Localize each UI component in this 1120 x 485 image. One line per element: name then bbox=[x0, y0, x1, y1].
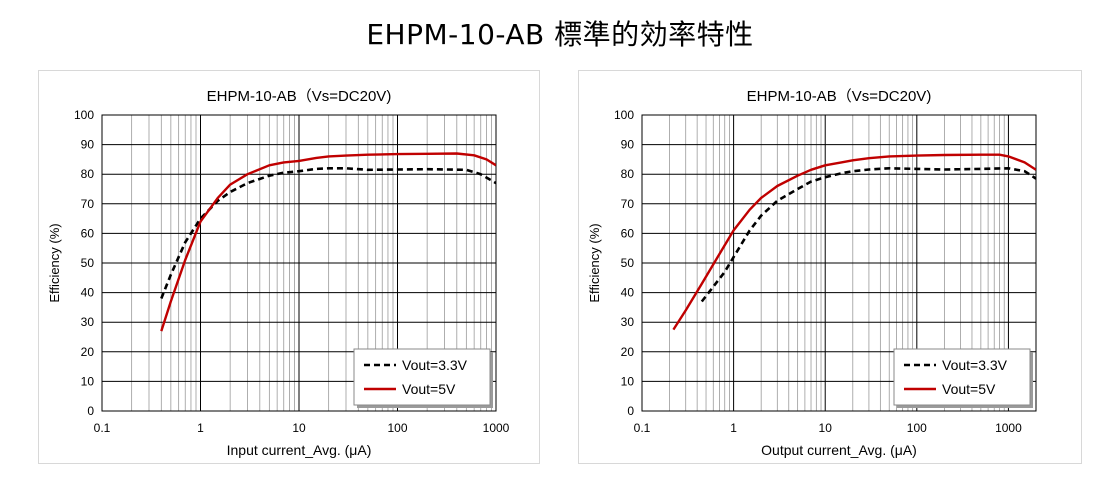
x-axis-label: Output current_Avg. (μA) bbox=[761, 442, 917, 458]
y-tick-label: 100 bbox=[614, 108, 634, 122]
efficiency-chart-output-current: 0 10 20 30 40 50 60 70 80 90 100 0.1 1 10 100 1000 EHPM-… bbox=[587, 88, 1037, 458]
y-tick-label: 40 bbox=[81, 286, 95, 300]
y-tick-label: 60 bbox=[621, 226, 635, 240]
y-tick-label: 10 bbox=[81, 374, 95, 388]
y-tick-label: 80 bbox=[621, 167, 635, 181]
y-tick-label: 80 bbox=[81, 167, 95, 181]
y-tick-label: 50 bbox=[81, 256, 95, 270]
y-tick-label: 30 bbox=[81, 315, 95, 329]
legend-label: Vout=5V bbox=[942, 381, 996, 397]
y-tick-label: 0 bbox=[87, 404, 94, 418]
x-tick-label: 100 bbox=[907, 421, 927, 435]
legend-box bbox=[353, 348, 491, 406]
plot-border bbox=[101, 114, 497, 412]
series-line-vout-3-3v bbox=[160, 167, 496, 299]
legend-label: Vout=3.3V bbox=[942, 357, 1008, 373]
chart-title: EHPM-10-AB（Vs=DC20V) bbox=[207, 88, 392, 105]
x-tick-label: 100 bbox=[387, 421, 407, 435]
x-axis-label: Input current_Avg. (μA) bbox=[227, 442, 372, 458]
chart-panel-input-current: 0 10 20 30 40 50 60 70 80 90 100 0.1 1 10 100 1000 EHPM-… bbox=[38, 70, 540, 464]
x-tick-label: 1 bbox=[197, 421, 204, 435]
x-tick-label: 1 bbox=[730, 421, 737, 435]
x-tick-label: 10 bbox=[292, 421, 306, 435]
legend: Vout=3.3V Vout=5V bbox=[893, 348, 1033, 408]
y-tick-label: 20 bbox=[81, 345, 95, 359]
y-tick-label: 20 bbox=[621, 345, 635, 359]
y-tick-label: 70 bbox=[621, 197, 635, 211]
plot-border bbox=[641, 114, 1037, 412]
y-tick-label: 90 bbox=[621, 138, 635, 152]
efficiency-chart-input-current: 0 10 20 30 40 50 60 70 80 90 100 0.1 1 10 100 1000 EHPM-… bbox=[47, 88, 510, 458]
legend: Vout=3.3V Vout=5V bbox=[353, 348, 493, 408]
chart-panel-output-current: 0 10 20 30 40 50 60 70 80 90 100 0.1 1 10 100 1000 EHPM-… bbox=[578, 70, 1082, 464]
y-tick-label: 30 bbox=[621, 315, 635, 329]
y-axis-label: Efficiency (%) bbox=[47, 223, 62, 302]
y-tick-label: 10 bbox=[621, 374, 635, 388]
y-tick-label: 100 bbox=[74, 108, 94, 122]
series-line-vout-5v bbox=[672, 153, 1036, 331]
legend-box bbox=[893, 348, 1031, 406]
legend-label: Vout=5V bbox=[402, 381, 456, 397]
series-line-vout-5v bbox=[160, 152, 496, 332]
y-tick-label: 50 bbox=[621, 256, 635, 270]
series-line-vout-3-3v bbox=[700, 167, 1036, 303]
x-tick-label: 1000 bbox=[995, 421, 1022, 435]
x-tick-label: 0.1 bbox=[94, 421, 111, 435]
y-tick-label: 60 bbox=[81, 226, 95, 240]
y-tick-label: 90 bbox=[81, 138, 95, 152]
y-tick-label: 0 bbox=[627, 404, 634, 418]
y-tick-label: 70 bbox=[81, 197, 95, 211]
x-tick-label: 10 bbox=[819, 421, 833, 435]
y-axis-label: Efficiency (%) bbox=[587, 223, 602, 302]
x-tick-label: 0.1 bbox=[634, 421, 651, 435]
x-tick-label: 1000 bbox=[483, 421, 510, 435]
legend-label: Vout=3.3V bbox=[402, 357, 468, 373]
page-title: EHPM-10-AB 標準的効率特性 bbox=[366, 18, 754, 51]
chart-title: EHPM-10-AB（Vs=DC20V) bbox=[747, 88, 932, 105]
y-tick-label: 40 bbox=[621, 286, 635, 300]
